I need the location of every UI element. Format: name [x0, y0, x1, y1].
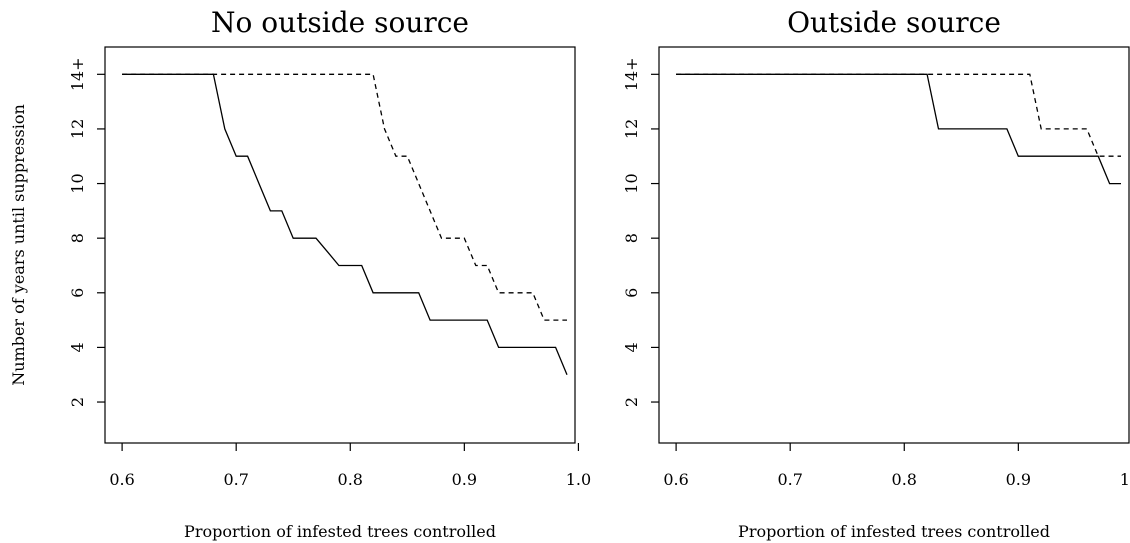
y-tick-label: 12: [68, 119, 87, 139]
x-axis-label: Proportion of infested trees controlled: [738, 522, 1050, 541]
series-line-solid: [676, 73, 1121, 185]
x-tick-label: 1.0: [566, 470, 591, 489]
y-tick-label: 8: [622, 233, 641, 243]
y-tick-label: 14+: [68, 57, 87, 91]
y-tick-label: 6: [622, 288, 641, 298]
chart-title: No outside source: [211, 6, 469, 39]
series-line-dashed: [676, 73, 1121, 157]
chart-title: Outside source: [787, 6, 1001, 39]
y-tick-label: 6: [68, 288, 87, 298]
x-tick-label: 0.8: [892, 470, 917, 489]
plot-frame: [658, 46, 1130, 444]
x-tick-label: 0.6: [109, 470, 134, 489]
panel-no-outside-source: No outside source 0.6 0.7 0.8 0.9 1.0 2 4 6 8 10 12…: [68, 6, 591, 541]
y-tick-label: 10: [68, 173, 87, 193]
x-tick-label: 0.8: [338, 470, 363, 489]
x-tick-label: 1.0: [1120, 470, 1130, 489]
x-tick-label: 0.7: [777, 470, 802, 489]
y-tick-label: 10: [622, 173, 641, 193]
series-line-solid: [122, 73, 568, 375]
x-axis-label: Proportion of infested trees controlled: [184, 522, 496, 541]
x-tick-label: 0.6: [663, 470, 688, 489]
y-tick-label: 8: [68, 233, 87, 243]
x-tick-label: 0.7: [223, 470, 248, 489]
x-tick-label: 0.9: [1006, 470, 1031, 489]
y-tick-label: 12: [622, 119, 641, 139]
y-tick-label: 14+: [622, 57, 641, 91]
y-tick-label: 2: [622, 397, 641, 407]
panel-outside-source: Outside source 0.6 0.7 0.8 0.9 1.0 2 4 6 8 10 12 14+…: [622, 6, 1130, 541]
y-axis-label: Number of years until suppression: [9, 104, 28, 386]
series-line-dashed: [122, 73, 567, 321]
y-tick-label: 4: [68, 342, 87, 352]
x-tick-label: 0.9: [452, 470, 477, 489]
y-tick-label: 2: [68, 397, 87, 407]
y-tick-label: 4: [622, 342, 641, 352]
plot-frame: [104, 46, 576, 444]
